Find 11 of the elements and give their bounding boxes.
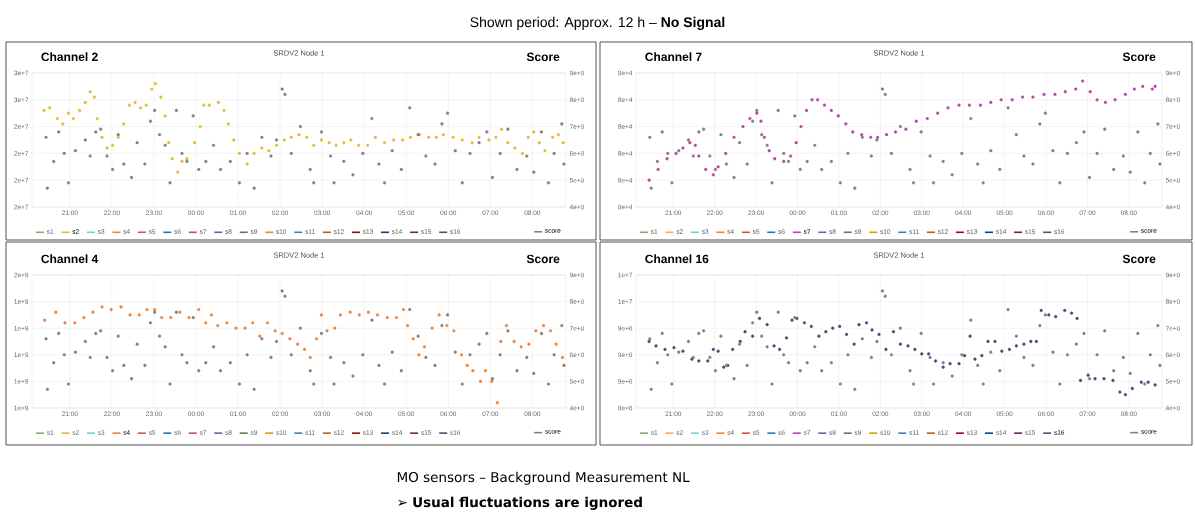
text: Shown period: Approx. 12 h – No Signal: [470, 16, 725, 30]
chart-title: Channel 2: [41, 52, 98, 62]
text: ➢ Usual fluctuations are ignored: [398, 496, 642, 510]
text: MO sensors – Background Measurement NL: [397, 471, 690, 485]
y2-axis-title: Score: [1122, 254, 1156, 264]
y2-axis-title: Score: [526, 52, 560, 62]
chart-title: Channel 16: [645, 254, 709, 264]
chart-title: Channel 7: [645, 52, 702, 62]
chart-title: Channel 4: [41, 254, 99, 264]
y2-axis-title: Score: [526, 254, 560, 264]
y2-axis-title: Score: [1122, 52, 1156, 62]
